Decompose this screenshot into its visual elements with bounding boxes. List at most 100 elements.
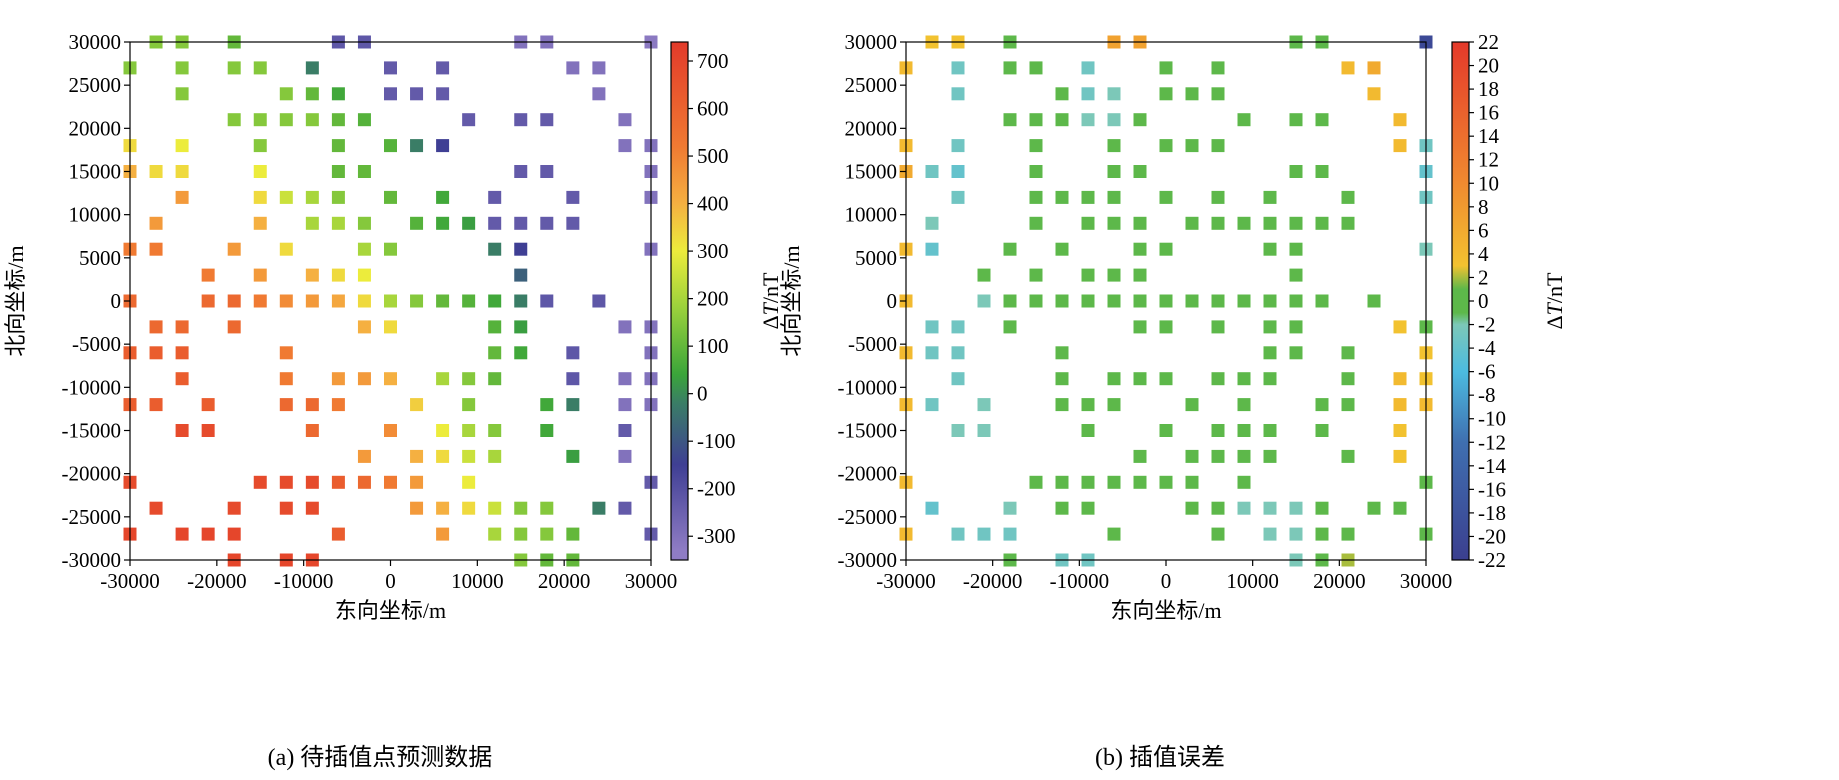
data-point [618,501,632,515]
x-tick-label: -20000 [963,569,1023,593]
data-point [1289,216,1303,230]
colorbar-gradient [670,41,689,561]
colorbar: 700 600 500 400 300 200 100 0 -100 -200 -300 ΔT/nT [670,41,783,561]
data-point [1367,87,1381,101]
data-point [1393,501,1407,515]
data-point [149,242,163,256]
data-point [951,346,965,360]
y-tick-label: 30000 [845,30,898,54]
y-tick-label: 20000 [845,116,898,140]
data-point [175,346,189,360]
data-point [1003,61,1017,75]
data-point [1211,320,1225,334]
data-point [1237,398,1251,412]
data-point [540,294,554,308]
colorbar-tick-label: -2 [1478,313,1496,337]
data-point [1211,61,1225,75]
data-point [1029,165,1043,178]
data-points [123,35,658,567]
data-point [1393,398,1407,412]
colorbar-tick-label: 12 [1478,148,1499,172]
data-point [175,61,189,75]
data-point [514,320,528,334]
data-point [488,320,502,334]
colorbar-tick-label: 22 [1478,30,1499,54]
x-tick-label: -10000 [274,569,334,593]
data-point [925,346,939,360]
data-point [410,294,424,308]
data-point [618,424,632,437]
data-point [331,113,345,127]
data-point [618,113,632,127]
colorbar-tick-label: 10 [1478,171,1499,195]
data-point [540,424,554,437]
data-point [540,113,554,127]
data-point [253,216,267,230]
data-point [331,372,345,386]
data-point [1055,501,1069,515]
data-point [331,475,345,489]
x-axis-label: 东向坐标/m [335,598,446,623]
data-point [566,527,580,541]
data-point [1211,527,1225,541]
data-point [1133,268,1147,282]
data-point [925,216,939,230]
data-point [410,139,424,153]
data-point [384,190,397,204]
data-point [1211,501,1225,515]
colorbar-tick-label: -200 [697,477,736,501]
data-point [1315,294,1329,308]
data-point [1159,475,1173,489]
colorbar-tick-label: -4 [1478,336,1496,360]
data-point [253,61,267,75]
data-point [1263,294,1277,308]
data-point [1003,113,1017,127]
data-point [540,165,554,178]
data-point [925,242,939,256]
data-point [951,372,965,386]
data-point [951,424,965,437]
data-point [331,527,345,541]
data-point [253,190,267,204]
data-point [1107,87,1121,101]
data-point [1289,242,1303,256]
data-point [488,501,502,515]
data-point [951,165,965,178]
data-point [540,398,554,412]
colorbar-tick-label: -22 [1478,548,1506,572]
data-point [357,165,371,178]
colorbar-tick-label: 0 [1478,289,1489,313]
data-point [175,320,189,334]
data-point [1133,320,1147,334]
y-tick-label: -15000 [62,419,122,443]
data-point [436,216,450,230]
data-point [1133,242,1147,256]
data-point [227,61,241,75]
data-point [1367,501,1381,515]
data-point [1159,190,1173,204]
data-point [1107,527,1121,541]
data-point [462,113,476,127]
data-point [175,165,189,178]
data-point [331,190,345,204]
data-point [1029,268,1043,282]
data-point [1185,294,1199,308]
colorbar-tick-label: -14 [1478,454,1506,478]
data-point [488,190,502,204]
data-point [592,61,606,75]
data-point [279,372,293,386]
data-point [1107,165,1121,178]
data-point [977,294,991,308]
data-point [1289,165,1303,178]
data-point [201,424,215,437]
data-point [1211,449,1225,463]
data-point [1315,501,1329,515]
data-point [540,216,554,230]
data-point [201,294,215,308]
data-point [305,216,319,230]
data-point [514,268,528,282]
data-point [357,475,371,489]
data-point [462,449,476,463]
data-point [1081,190,1095,204]
